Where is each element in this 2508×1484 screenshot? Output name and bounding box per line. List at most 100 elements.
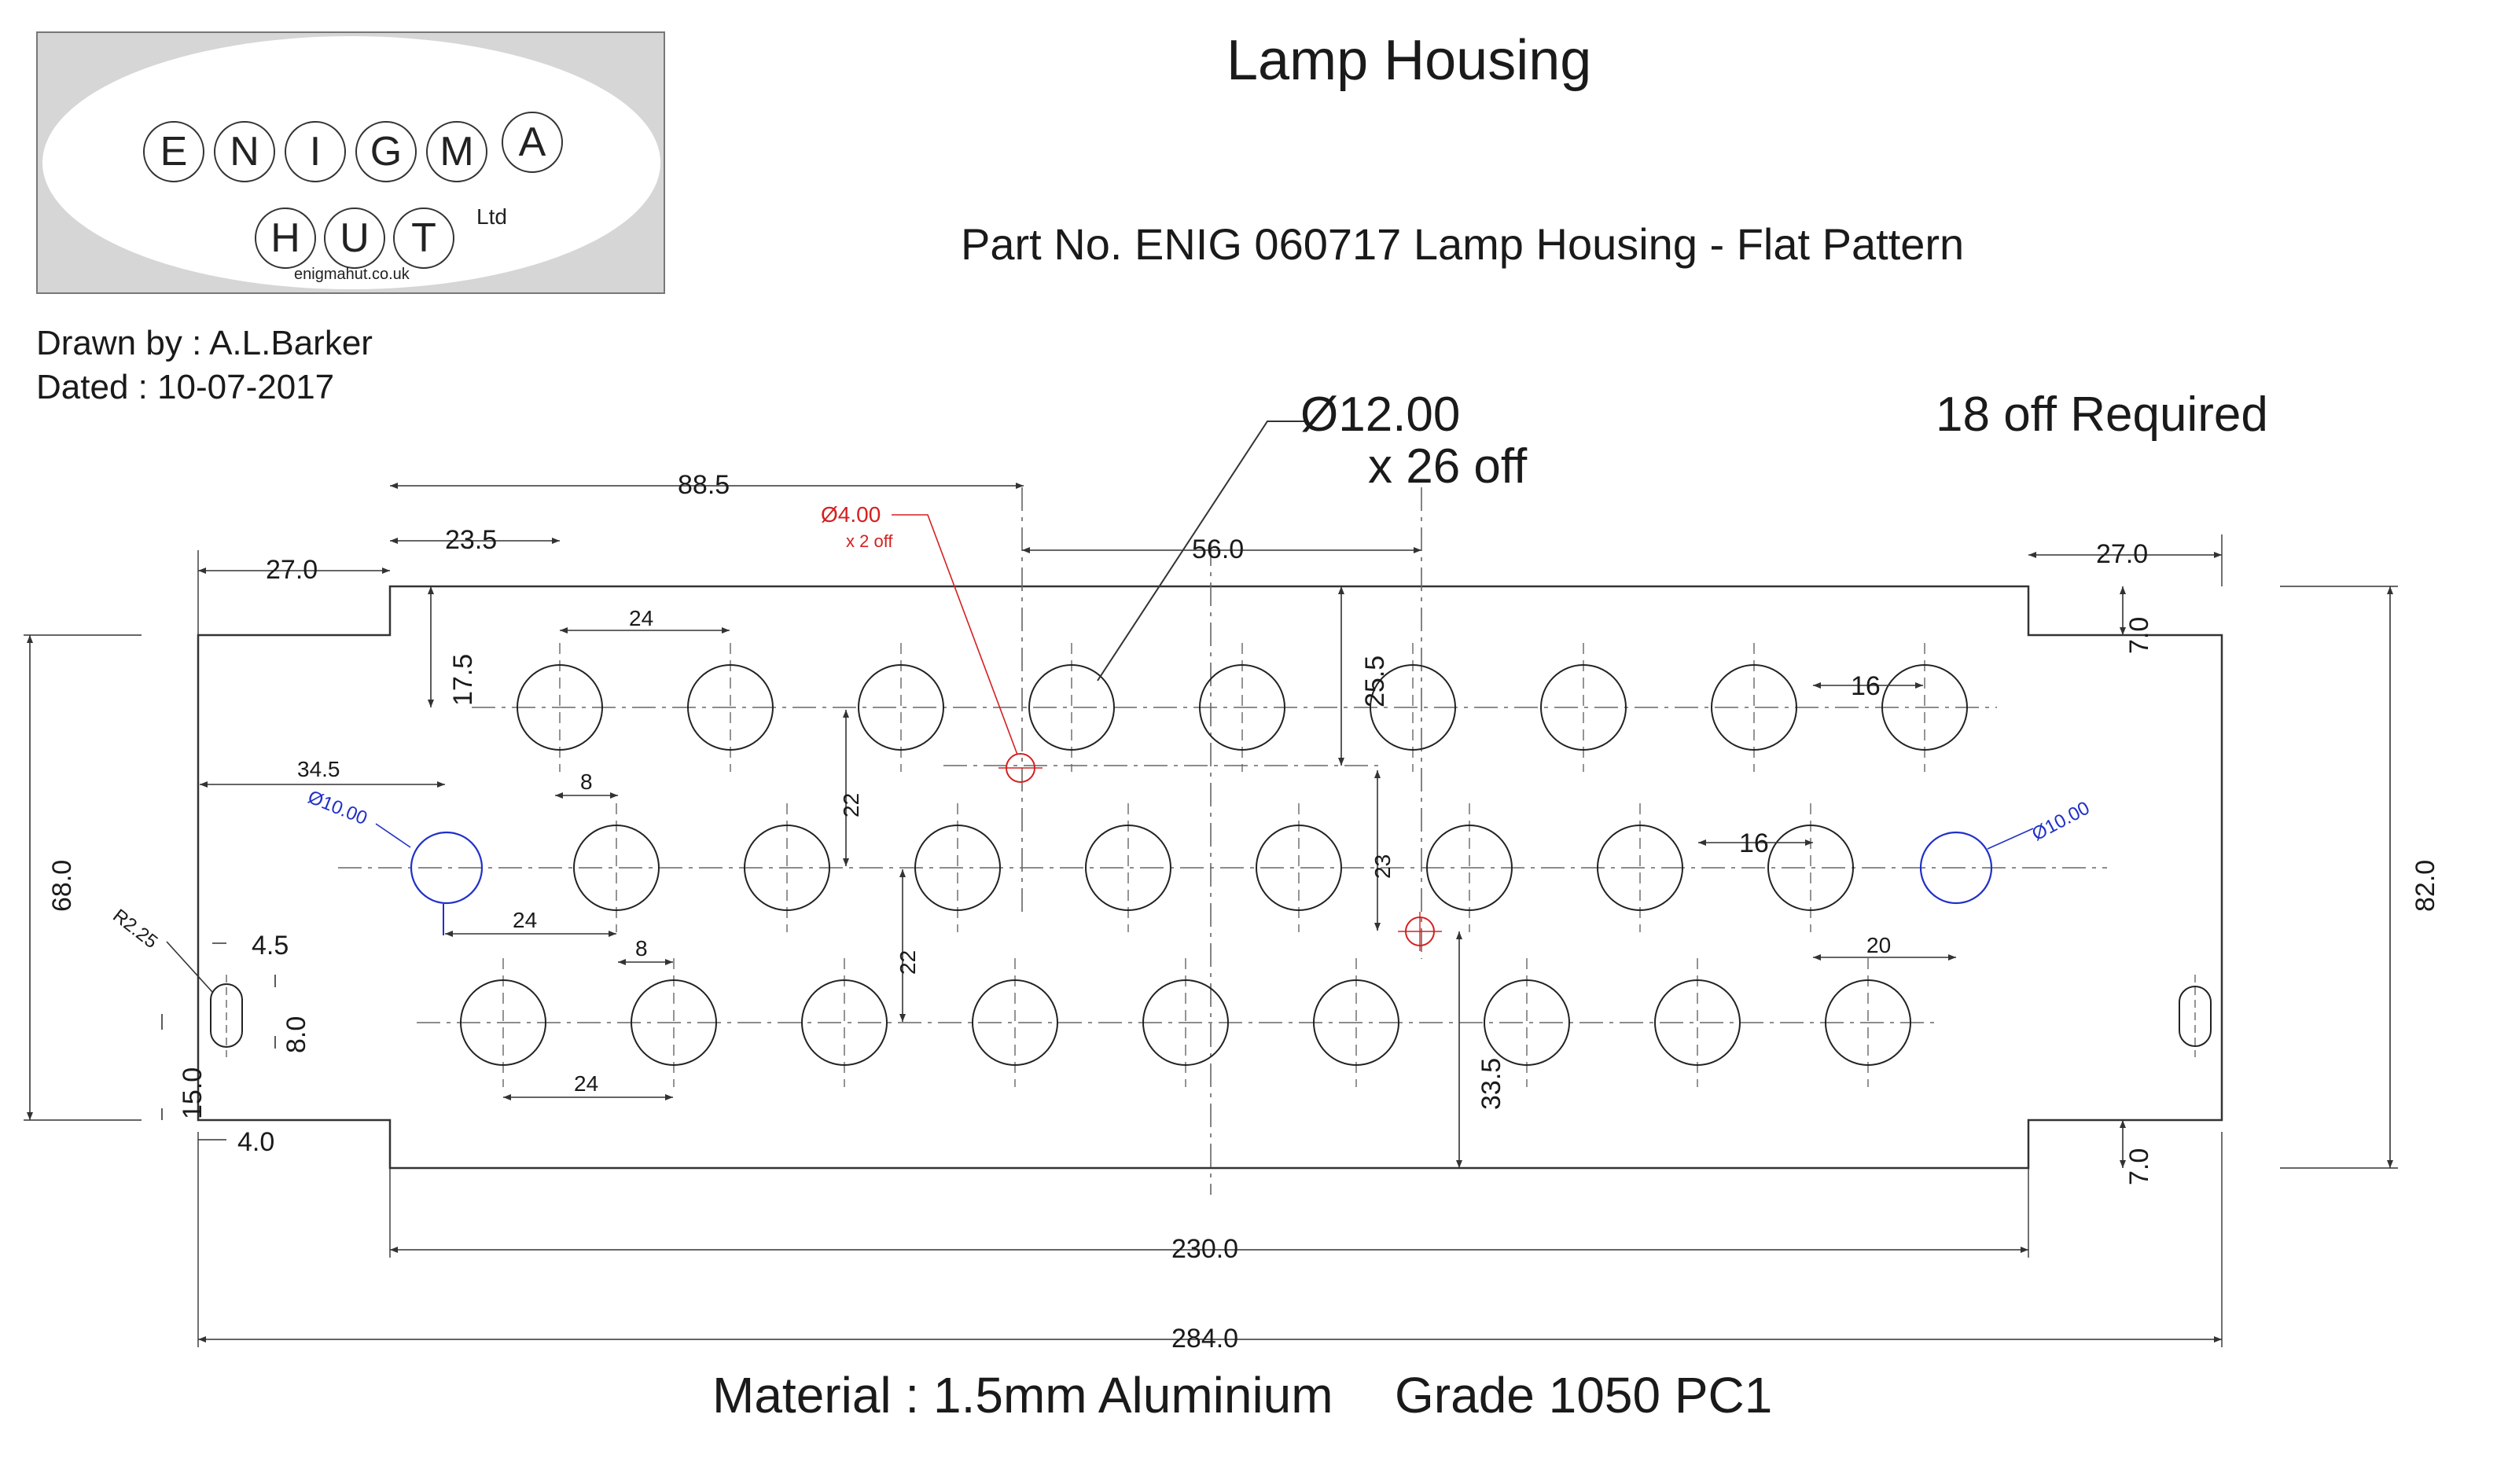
hole-row-middle-hole bbox=[744, 825, 830, 911]
dimension-label-d16-mid: 16 bbox=[1739, 828, 1769, 858]
logo-letter: A bbox=[502, 112, 563, 173]
hole-row-top-hole bbox=[1540, 664, 1627, 751]
slot-right bbox=[2179, 986, 2212, 1047]
hole-row-middle-hole bbox=[914, 825, 1001, 911]
hole-row-middle-hole bbox=[1426, 825, 1513, 911]
logo-url: enigmahut.co.uk bbox=[294, 266, 410, 283]
quantity-required: 18 off Required bbox=[1936, 388, 2268, 442]
dimension-label-d17-5: 17.5 bbox=[448, 654, 478, 706]
locating-hole-left-label: Ø10.00 bbox=[305, 787, 370, 830]
hole-row-bottom-hole bbox=[1825, 979, 1911, 1066]
dimension-label-d8-top: 8 bbox=[580, 770, 593, 794]
dimension-label-d4-5: 4.5 bbox=[252, 931, 289, 961]
hole-row-bottom-hole bbox=[631, 979, 717, 1066]
logo-letter: I bbox=[285, 121, 346, 182]
hole-row-bottom-hole bbox=[1142, 979, 1229, 1066]
dimension-label-d8-mid: 8 bbox=[635, 936, 648, 961]
small-hole-leader bbox=[892, 514, 1018, 755]
dimension-lines bbox=[27, 483, 2393, 1343]
centerlines bbox=[338, 487, 2107, 1195]
logo-letter: E bbox=[143, 121, 204, 182]
dimension-label-d23-5: 23.5 bbox=[445, 525, 497, 555]
material-spec: Material : 1.5mm Aluminium bbox=[712, 1367, 1333, 1423]
dimension-label-d20: 20 bbox=[1866, 933, 1891, 957]
hole-row-bottom-hole bbox=[460, 979, 546, 1066]
hole-quantity-callout: x 26 off bbox=[1368, 439, 1528, 494]
locating-leader-right bbox=[1987, 828, 2034, 850]
dimension-label-d7-top: 7.0 bbox=[2124, 617, 2154, 654]
dimension-label-d22-a: 22 bbox=[839, 793, 863, 817]
material-grade: Grade 1050 PC1 bbox=[1395, 1367, 1773, 1423]
logo-letter: M bbox=[426, 121, 487, 182]
drawing-title: Lamp Housing bbox=[1226, 29, 1592, 92]
holes-row-middle bbox=[573, 825, 1854, 911]
logo-letter: G bbox=[355, 121, 417, 182]
part-number: Part No. ENIG 060717 Lamp Housing - Flat… bbox=[961, 219, 1965, 269]
logo-suffix: Ltd bbox=[476, 204, 507, 229]
dimension-label-d15: 15.0 bbox=[178, 1067, 208, 1119]
dimension-label-r2-25: R2.25 bbox=[108, 905, 161, 953]
part-outline bbox=[197, 585, 2223, 1170]
extension-lines bbox=[24, 534, 2398, 1347]
dimension-label-d284: 284.0 bbox=[1171, 1324, 1238, 1354]
dimension-label-d82: 82.0 bbox=[2411, 860, 2440, 912]
dimension-label-d33-5: 33.5 bbox=[1476, 1058, 1506, 1110]
hole-row-top-hole bbox=[1199, 664, 1285, 751]
hole-row-top-hole bbox=[1881, 664, 1968, 751]
dimension-label-d24-top: 24 bbox=[629, 606, 653, 630]
drawn-by: Drawn by : A.L.Barker bbox=[36, 324, 373, 362]
logo-letter: N bbox=[214, 121, 275, 182]
dimension-label-d24-bottom: 24 bbox=[574, 1071, 598, 1096]
locating-hole-left bbox=[410, 831, 484, 905]
hole-row-middle-hole bbox=[1256, 825, 1342, 911]
hole-row-bottom-hole bbox=[1654, 979, 1741, 1066]
dimension-label-d16-top: 16 bbox=[1851, 671, 1881, 701]
small-hole-quantity: x 2 off bbox=[846, 531, 893, 551]
hole-row-middle-hole bbox=[573, 825, 660, 911]
dimension-label-d230: 230.0 bbox=[1171, 1234, 1238, 1264]
dimension-label-d27-right: 27.0 bbox=[2096, 539, 2148, 569]
hole-row-middle-hole bbox=[1767, 825, 1854, 911]
dimension-label-d7-bottom: 7.0 bbox=[2124, 1148, 2154, 1185]
dimension-label-d8-0: 8.0 bbox=[281, 1016, 311, 1053]
holes-row-bottom bbox=[460, 979, 1911, 1066]
dimension-label-d88-5: 88.5 bbox=[678, 470, 730, 500]
hole-row-bottom-hole bbox=[1313, 979, 1399, 1066]
hole-row-top-hole bbox=[1711, 664, 1797, 751]
dimension-label-d56: 56.0 bbox=[1192, 534, 1244, 564]
logo-oval: E N I G M A H U T Ltd enigmahut.co.uk bbox=[42, 36, 660, 289]
locating-leader-left bbox=[375, 823, 411, 848]
dimension-label-d25-5: 25.5 bbox=[1360, 656, 1390, 707]
hole-row-middle-hole bbox=[1597, 825, 1683, 911]
hole-row-top-hole bbox=[858, 664, 944, 751]
holes-row-top bbox=[517, 664, 1968, 751]
locating-hole-right bbox=[1919, 831, 1993, 905]
logo-letter: U bbox=[324, 208, 385, 269]
hole-row-top-hole bbox=[1370, 664, 1456, 751]
dimension-label-d27-left: 27.0 bbox=[266, 555, 318, 585]
main-hole-leader bbox=[1097, 421, 1308, 681]
dimension-label-d23: 23 bbox=[1370, 854, 1395, 879]
hole-row-top-hole bbox=[687, 664, 774, 751]
slot-left bbox=[210, 983, 243, 1048]
hole-row-bottom-hole bbox=[801, 979, 888, 1066]
dimension-label-d68: 68.0 bbox=[47, 860, 77, 912]
hole-row-top-hole bbox=[517, 664, 603, 751]
hole-row-top-hole bbox=[1028, 664, 1115, 751]
dimension-label-d24-mid: 24 bbox=[513, 908, 537, 932]
dimension-label-d4-0: 4.0 bbox=[237, 1127, 274, 1157]
hole-row-bottom-hole bbox=[1484, 979, 1570, 1066]
small-hole-diameter: Ø4.00 bbox=[821, 502, 881, 527]
drawing-date: Dated : 10-07-2017 bbox=[36, 368, 335, 406]
logo-letter: H bbox=[255, 208, 316, 269]
hole-diameter-callout: Ø12.00 bbox=[1300, 388, 1461, 442]
locating-hole-right-label: Ø10.00 bbox=[2028, 797, 2093, 845]
dimension-label-d22-b: 22 bbox=[895, 950, 920, 975]
dimension-labels: 88.5 23.5 27.0 56.0 27.0 24 17.5 34.5 8 22 25.5 23 1… bbox=[47, 470, 2440, 1354]
logo-letter: T bbox=[393, 208, 454, 269]
company-logo: E N I G M A H U T Ltd enigmahut.co.uk bbox=[36, 31, 665, 294]
hole-row-bottom-hole bbox=[972, 979, 1058, 1066]
dimension-label-d34-5: 34.5 bbox=[297, 757, 340, 781]
hole-row-middle-hole bbox=[1085, 825, 1171, 911]
